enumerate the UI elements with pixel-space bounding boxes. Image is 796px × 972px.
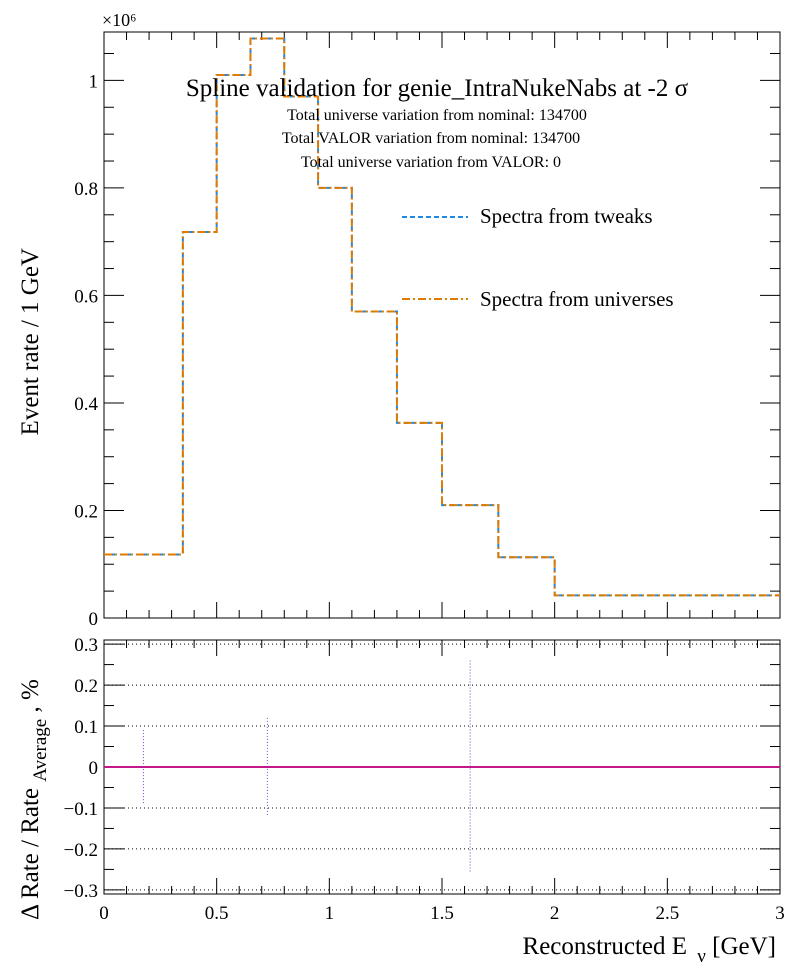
bottom-y-tick-label: 0.1 [74,717,98,738]
annotation-universe-nominal: Total universe variation from nominal: 1… [287,107,587,124]
bottom-y-title-sub: Average [30,719,51,782]
x-title-suffix: [GeV] [712,933,776,960]
x-axis-title: Reconstructed E ν [GeV] [523,933,776,968]
series-spectra-from-universes [104,37,780,597]
annotation-valor-nominal: Total VALOR variation from nominal: 1347… [282,130,580,147]
annotation-universe-valor: Total universe variation from VALOR: 0 [301,154,561,171]
bottom-y-tick-label: 0.2 [74,676,98,697]
bottom-y-tick-label: −0.3 [64,881,98,902]
x-tick-label: 0.5 [205,903,229,924]
top-y-axis-title: Event rate / 1 GeV [17,248,44,435]
top-y-tick-labels: 0 0.2 0.4 0.6 0.8 1 [74,71,98,630]
bottom-y-title-main: Δ Rate / Rate [17,788,44,920]
top-panel: 0 0.2 0.4 0.6 0.8 1 ×10⁶ Spline validation fo… [17,10,781,630]
x-tick-label: 1.5 [430,903,454,924]
bottom-y-tick-label: −0.1 [64,799,98,820]
top-series [104,37,780,597]
chart-title: Spline validation for genie_IntraNukeNab… [186,75,689,102]
bottom-series [104,660,780,874]
legend: Spectra from tweaks Spectra from univers… [402,204,674,311]
top-y-tick-label: 1 [89,71,99,92]
bottom-axis-ticks [103,640,781,894]
bottom-panel: −0.3 −0.2 −0.1 0 0.1 0.2 0.3 0 0.5 1 1.5 2 2.5 3 Δ R… [17,635,785,968]
bottom-y-tick-labels: −0.3 −0.2 −0.1 0 0.1 0.2 0.3 [64,635,98,902]
x-title-sub: ν [697,946,706,967]
x-title-main: Reconstructed E [523,933,688,960]
bottom-y-tick-label: −0.2 [64,840,98,861]
y-multiplier: ×10⁶ [102,10,136,30]
top-y-tick-label: 0.4 [74,394,98,415]
top-axis-ticks [103,32,781,619]
x-tick-label: 2 [550,903,560,924]
legend-label-universes: Spectra from universes [480,287,674,311]
x-tick-label: 3 [775,903,785,924]
x-tick-label: 1 [325,903,335,924]
top-y-tick-label: 0.2 [74,501,98,522]
bottom-y-tick-label: 0.3 [74,635,98,656]
x-tick-label: 2.5 [655,903,679,924]
x-tick-labels: 0 0.5 1 1.5 2 2.5 3 [99,903,785,924]
legend-label-tweaks: Spectra from tweaks [480,204,653,228]
x-tick-label: 0 [99,903,109,924]
bottom-y-title-suffix: , % [17,679,44,712]
bottom-y-axis-title: Δ Rate / Rate Average , % [17,679,52,920]
top-y-tick-label: 0 [89,609,99,630]
bottom-y-tick-label: 0 [89,758,99,779]
top-y-tick-label: 0.8 [74,179,98,200]
top-y-tick-label: 0.6 [74,286,98,307]
